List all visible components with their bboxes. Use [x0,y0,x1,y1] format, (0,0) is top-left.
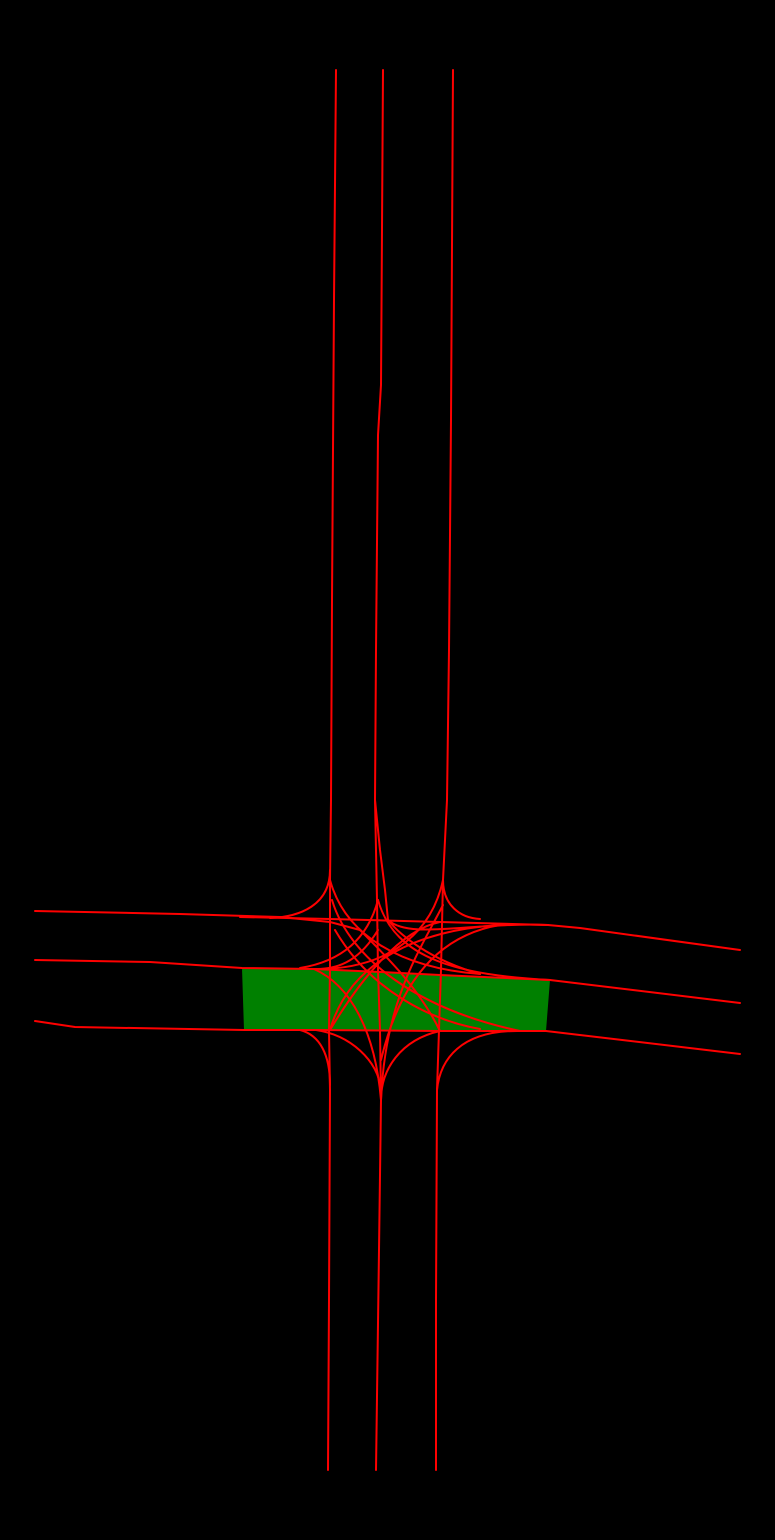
north-lane-1 [329,69,337,881]
east-lane-1 [547,924,741,951]
connector-n2-to-east [377,899,551,981]
lane-network [34,69,741,1471]
south-lane-1 [327,1089,331,1471]
connector-n1-to-east [329,879,481,975]
west-lane-1 [34,910,281,918]
connector-n1-to-east-b [331,899,521,1032]
cross-lane-1b [279,916,361,931]
north-lane-2 [374,69,384,801]
connector-s2-west [315,1029,382,1091]
highlighted-region [242,968,550,1031]
connector-n3-to-west [313,879,444,971]
connector-ne-right-turn [442,879,481,920]
west-lane-3 [34,1020,317,1031]
connector-sw-right-turn [299,1029,331,1086]
connector-s2-curve [380,1030,441,1101]
connector-east-to-south-b [380,924,501,1061]
connector-n2-to-west [319,929,379,970]
center-lane-2 [374,799,382,1101]
north-lane-3 [442,69,454,881]
center-lane-1 [328,879,331,1091]
south-lane-2 [375,1099,382,1471]
connector-se-right-turn [436,1029,521,1091]
connector-cross-diagonal-1 [329,921,441,1031]
center-lane-3 [436,879,444,1091]
connector-west-to-north [299,899,379,969]
connector-nw-right-turn [269,869,331,919]
connector-east-to-south [329,924,501,1031]
south-lane-3 [435,1089,438,1471]
connector-cross-diagonal-2 [334,929,481,1030]
west-lane-2 [34,959,315,970]
east-lane-3 [545,1030,741,1055]
connector-east-to-north-b [387,919,481,975]
connector-cross-diagonal-3 [359,929,441,1032]
cross-lane-2 [313,968,551,981]
center-lane-2b [374,799,389,921]
connector-east-to-north [387,919,549,931]
connector-n3-to-south [380,904,444,1101]
east-lane-2 [549,979,741,1004]
